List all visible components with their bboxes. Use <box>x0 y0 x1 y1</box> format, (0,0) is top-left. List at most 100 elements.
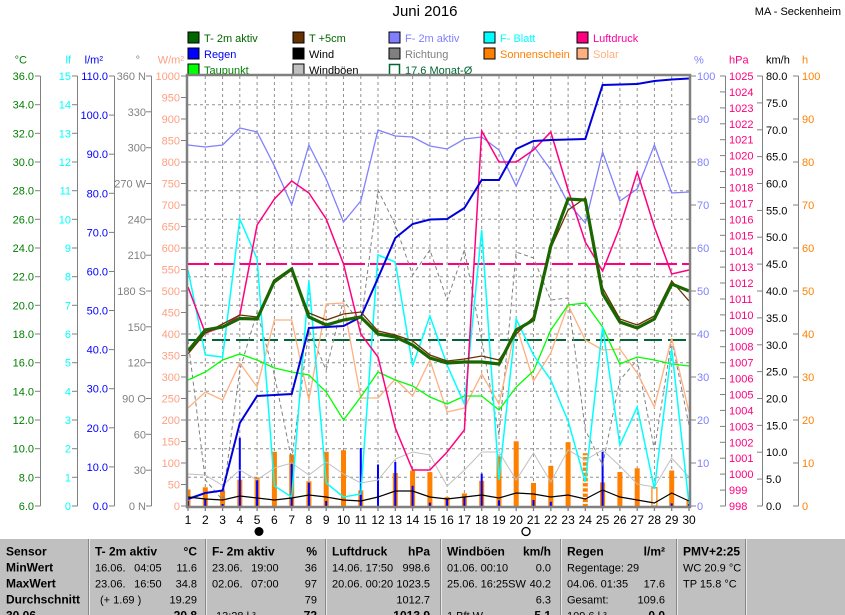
svg-text:5: 5 <box>65 358 71 370</box>
svg-text:4: 4 <box>65 386 71 398</box>
svg-text:22: 22 <box>544 513 558 527</box>
svg-text:35.0: 35.0 <box>766 313 787 325</box>
svg-text:30.0: 30.0 <box>766 340 787 352</box>
svg-text:11.6: 11.6 <box>176 563 197 575</box>
svg-text:100: 100 <box>802 71 820 83</box>
svg-text:30: 30 <box>682 513 696 527</box>
svg-text:22.0: 22.0 <box>13 272 34 284</box>
svg-text:T- 2m aktiv: T- 2m aktiv <box>204 33 258 45</box>
svg-text:15: 15 <box>59 71 71 83</box>
svg-text:30: 30 <box>697 372 709 384</box>
svg-text:20.06. 00:20: 20.06. 00:20 <box>332 579 393 591</box>
svg-text:1010: 1010 <box>729 310 753 322</box>
svg-text:26: 26 <box>613 513 627 527</box>
svg-text:1006: 1006 <box>729 374 753 386</box>
svg-text:30: 30 <box>802 372 814 384</box>
svg-text:750: 750 <box>162 179 180 191</box>
svg-text:75.0: 75.0 <box>766 98 787 110</box>
svg-text:110.0: 110.0 <box>81 71 108 83</box>
svg-text:600: 600 <box>162 243 180 255</box>
svg-text:998: 998 <box>729 501 747 513</box>
svg-text:1005: 1005 <box>729 390 753 402</box>
svg-text:240: 240 <box>128 214 146 226</box>
svg-text:50: 50 <box>802 286 814 298</box>
svg-text:l/m²: l/m² <box>644 545 665 559</box>
svg-text:T- 2m aktiv: T- 2m aktiv <box>95 545 157 559</box>
svg-text:10: 10 <box>337 513 351 527</box>
svg-text:Windböen: Windböen <box>447 545 505 559</box>
svg-text:100: 100 <box>697 71 715 83</box>
svg-text:109.6: 109.6 <box>637 595 665 607</box>
svg-text:10: 10 <box>59 214 71 226</box>
svg-text:25.06. 16:25SW: 25.06. 16:25SW <box>447 579 527 591</box>
svg-text:60: 60 <box>134 429 146 441</box>
svg-text:29: 29 <box>665 513 679 527</box>
svg-text:1004: 1004 <box>729 405 753 417</box>
svg-text:50.0: 50.0 <box>87 306 108 318</box>
svg-text:40: 40 <box>697 329 709 341</box>
svg-text:10.0: 10.0 <box>13 444 34 456</box>
svg-text:270 W: 270 W <box>114 179 146 191</box>
svg-text:13: 13 <box>59 128 71 140</box>
svg-text:1011: 1011 <box>729 294 753 306</box>
svg-text:F- 2m aktiv: F- 2m aktiv <box>212 545 275 559</box>
svg-text:13: 13 <box>389 513 403 527</box>
svg-text:24: 24 <box>579 513 593 527</box>
svg-text:70: 70 <box>697 200 709 212</box>
svg-text:1019: 1019 <box>729 167 753 179</box>
svg-text:Luftdruck: Luftdruck <box>593 33 639 45</box>
svg-text:21: 21 <box>527 513 541 527</box>
svg-text:800: 800 <box>162 157 180 169</box>
svg-text:1015: 1015 <box>729 230 753 242</box>
svg-text:2: 2 <box>202 513 209 527</box>
svg-text:15.0: 15.0 <box>766 420 787 432</box>
svg-text:72: 72 <box>304 609 318 615</box>
svg-text:23: 23 <box>561 513 575 527</box>
svg-text:1008: 1008 <box>729 342 753 354</box>
svg-text:950: 950 <box>162 93 180 105</box>
svg-text:36.0: 36.0 <box>13 71 34 83</box>
svg-text:2: 2 <box>65 444 71 456</box>
svg-text:90: 90 <box>697 114 709 126</box>
svg-text:70.0: 70.0 <box>87 227 108 239</box>
svg-text:1013.9: 1013.9 <box>393 609 430 615</box>
svg-text:6.3: 6.3 <box>536 595 551 607</box>
svg-text:200: 200 <box>162 415 180 427</box>
svg-text:19.29: 19.29 <box>169 595 197 607</box>
svg-text:100.0: 100.0 <box>80 110 108 122</box>
svg-text:1: 1 <box>185 513 192 527</box>
svg-text:16.06. 04:05: 16.06. 04:05 <box>95 563 162 575</box>
svg-text:5: 5 <box>254 513 261 527</box>
svg-text:1001: 1001 <box>729 453 753 465</box>
svg-text:1: 1 <box>65 472 71 484</box>
svg-text:5.0: 5.0 <box>766 474 781 486</box>
svg-text:55.0: 55.0 <box>766 205 787 217</box>
svg-text:1018: 1018 <box>729 183 753 195</box>
svg-text:0.0: 0.0 <box>766 501 781 513</box>
svg-text:TP 15.8 °C: TP 15.8 °C <box>683 579 737 591</box>
svg-text:Durchschnitt: Durchschnitt <box>6 593 80 607</box>
svg-text:1024: 1024 <box>729 87 753 99</box>
svg-text:60.0: 60.0 <box>87 267 108 279</box>
svg-text:%: % <box>694 55 704 67</box>
svg-text:1023: 1023 <box>729 103 753 115</box>
svg-text:8: 8 <box>306 513 313 527</box>
svg-text:14: 14 <box>59 100 71 112</box>
svg-text:17: 17 <box>458 513 472 527</box>
svg-text:150: 150 <box>128 322 146 334</box>
svg-text:70: 70 <box>802 200 814 212</box>
svg-text:27: 27 <box>631 513 645 527</box>
svg-text:550: 550 <box>162 265 180 277</box>
svg-text:MA - Seckenheim: MA - Seckenheim <box>755 6 841 18</box>
svg-text:14.0: 14.0 <box>13 386 34 398</box>
svg-text:36: 36 <box>305 563 317 575</box>
svg-text:60.0: 60.0 <box>766 179 787 191</box>
svg-text:28: 28 <box>648 513 662 527</box>
svg-text:8.0: 8.0 <box>19 472 34 484</box>
svg-text:10.0: 10.0 <box>766 447 787 459</box>
svg-text:km/h: km/h <box>766 55 790 67</box>
svg-text:0: 0 <box>802 501 808 513</box>
svg-text:90.0: 90.0 <box>87 149 108 161</box>
svg-text:90: 90 <box>802 114 814 126</box>
svg-text:1021: 1021 <box>729 135 753 147</box>
